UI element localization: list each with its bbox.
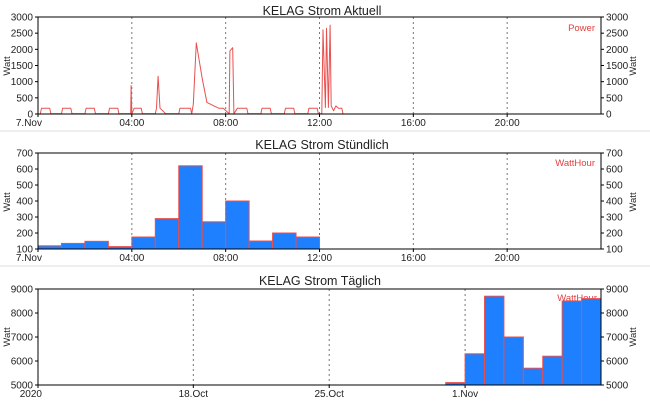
y-tick-label-right: 300 (606, 213, 623, 224)
x-tick-label: 04:00 (119, 253, 144, 264)
y-tick-label-right: 1000 (606, 77, 629, 88)
y-tick-label-right: 200 (606, 229, 623, 240)
bar (225, 200, 250, 250)
bar (178, 165, 203, 250)
series-line (39, 24, 344, 115)
x-tick-label: 16:00 (401, 118, 426, 129)
bar (464, 353, 486, 386)
x-tick-label: 18.Oct (179, 389, 209, 400)
y-tick-label-right: 7000 (606, 333, 629, 344)
y-tick-label-right: 500 (606, 93, 623, 104)
y-axis-label-left: Watt (2, 192, 13, 212)
y-tick-label-left: 100 (16, 245, 33, 256)
bar (201, 221, 227, 250)
y-axis-label-left: Watt (2, 327, 13, 347)
y-tick-label-right: 5000 (606, 381, 629, 392)
chart-panel-aktuell: KELAG Strom Aktuell Watt Watt Power 0 0 50… (2, 4, 639, 129)
y-tick-label-right: 100 (606, 245, 623, 256)
y-tick-label-left: 700 (16, 149, 33, 160)
x-tick-label: 12:00 (307, 253, 332, 264)
y-tick-label-left: 0 (27, 110, 33, 121)
y-tick-label-left: 500 (16, 181, 33, 192)
bar (248, 240, 274, 250)
y-tick-label-right: 700 (606, 149, 623, 160)
x-tick-label: 12:00 (307, 118, 332, 129)
chart-panel-taeglich: KELAG Strom Täglich Watt Watt WattHour 5… (2, 274, 639, 400)
x-tick-label: 7.Nov (16, 253, 42, 264)
x-tick-label: 16:00 (401, 253, 426, 264)
y-tick-label-right: 1500 (606, 61, 629, 72)
y-tick-label-left: 9000 (11, 285, 34, 296)
chart-panel-stuendlich: KELAG Strom Stündlich Watt Watt WattHour… (2, 138, 639, 264)
bar (542, 355, 563, 386)
y-tick-label-right: 500 (606, 181, 623, 192)
y-tick-label-left: 300 (16, 213, 33, 224)
chart-title: KELAG Strom Stündlich (255, 138, 388, 152)
legend-power: Power (568, 23, 595, 34)
bar (272, 232, 297, 250)
chart-title: KELAG Strom Aktuell (263, 4, 382, 18)
y-tick-label-right: 8000 (606, 309, 629, 320)
y-tick-label-left: 500 (16, 93, 33, 104)
y-tick-label-left: 7000 (11, 333, 34, 344)
y-tick-label-right: 2500 (606, 29, 629, 40)
y-axis-label-left: Watt (2, 56, 13, 76)
bar (131, 236, 156, 250)
x-tick-label: 08:00 (213, 253, 238, 264)
bar (60, 242, 86, 250)
plot-frame (37, 16, 602, 115)
x-tick-label: 20:00 (495, 253, 520, 264)
legend-watthour: WattHour (557, 293, 597, 304)
x-tick-label: 7.Nov (16, 118, 42, 129)
y-tick-label-right: 2000 (606, 45, 629, 56)
y-axis-label-right: Watt (628, 327, 639, 347)
y-tick-label-left: 1000 (11, 77, 34, 88)
x-tick-label: 08:00 (213, 118, 238, 129)
bar (154, 218, 180, 250)
bar (295, 236, 320, 250)
y-tick-label-left: 2500 (11, 29, 34, 40)
x-tick-label: 25.Oct (314, 389, 344, 400)
bar (581, 298, 602, 386)
x-tick-label: 1.Nov (452, 389, 478, 400)
y-tick-label-left: 600 (16, 165, 33, 176)
legend-watthour: WattHour (555, 158, 595, 169)
chart-title: KELAG Strom Täglich (259, 274, 381, 288)
bar (503, 336, 524, 386)
bar (484, 295, 505, 386)
y-tick-label-left: 8000 (11, 309, 34, 320)
x-tick-label: 04:00 (119, 118, 144, 129)
bar (84, 240, 109, 250)
x-tick-label: 2020 (20, 389, 43, 400)
y-tick-label-left: 5000 (11, 381, 34, 392)
bar (561, 300, 583, 386)
y-tick-label-right: 3000 (606, 13, 629, 24)
y-tick-label-right: 6000 (606, 357, 629, 368)
y-axis-label-right: Watt (628, 192, 639, 212)
y-tick-label-left: 2000 (11, 45, 34, 56)
y-tick-label-left: 400 (16, 197, 33, 208)
y-tick-label-right: 400 (606, 197, 623, 208)
y-tick-label-left: 200 (16, 229, 33, 240)
y-tick-label-left: 1500 (11, 61, 34, 72)
y-tick-label-right: 600 (606, 165, 623, 176)
x-tick-label: 20:00 (495, 118, 520, 129)
y-axis-label-right: Watt (628, 56, 639, 76)
y-tick-label-right: 9000 (606, 285, 629, 296)
y-tick-label-left: 6000 (11, 357, 34, 368)
y-tick-label-left: 3000 (11, 13, 34, 24)
y-tick-label-right: 0 (606, 110, 612, 121)
bar (522, 367, 544, 386)
